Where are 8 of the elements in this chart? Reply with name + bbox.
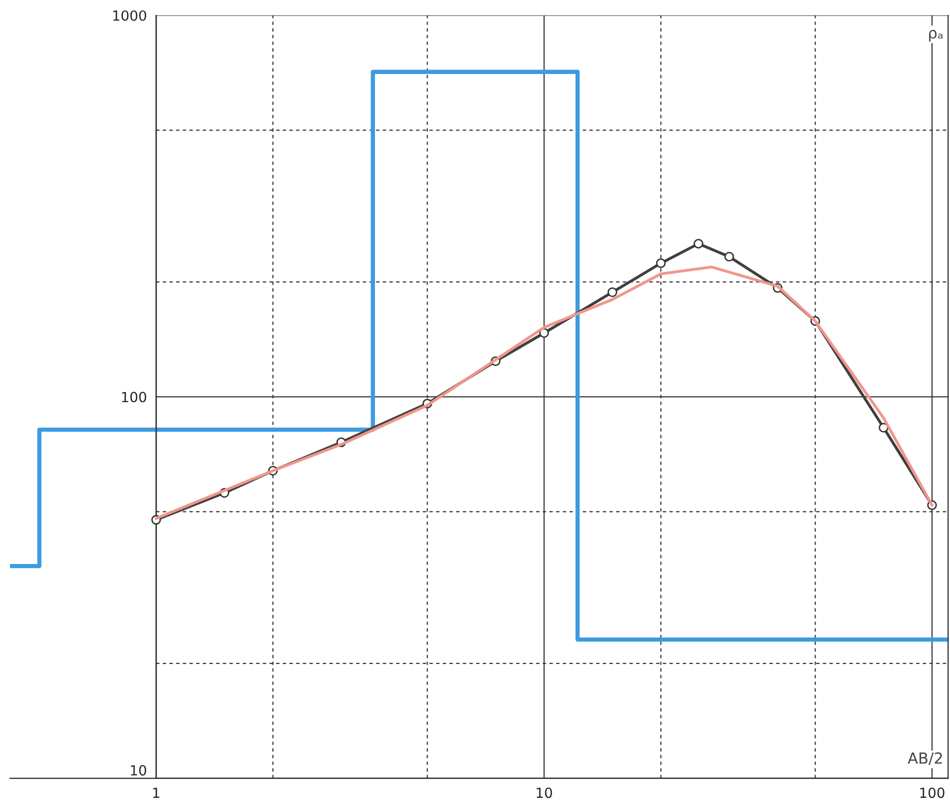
y-tick-label: 1000 <box>113 10 146 21</box>
x-axis-title: AB/2 <box>908 752 942 766</box>
y-axis-title: ρₐ <box>929 30 942 42</box>
x-tick-label: 100 <box>920 788 944 798</box>
y-tick-label: 100 <box>122 392 146 402</box>
x-tick-label: 10 <box>536 788 552 798</box>
x-tick-label: 1 <box>153 788 160 798</box>
y-tick-label: 10 <box>130 765 146 776</box>
